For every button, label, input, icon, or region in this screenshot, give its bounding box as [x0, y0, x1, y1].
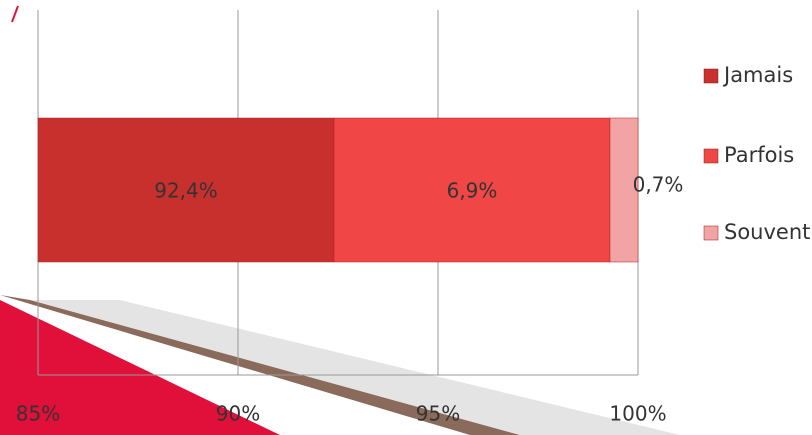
- brown-stripe: [0, 295, 520, 435]
- legend-label: Parfois: [724, 143, 794, 167]
- legend-swatch: [703, 225, 719, 241]
- legend-swatch: [703, 148, 719, 164]
- legend-swatch: [703, 68, 719, 84]
- x-tick-label: 90%: [216, 402, 260, 426]
- data-label: 92,4%: [154, 179, 218, 203]
- x-tick-label: 95%: [416, 402, 460, 426]
- bar-segment: [333, 117, 611, 263]
- bar-segment: [37, 117, 335, 263]
- red-mark: [11, 5, 19, 23]
- legend-label: Souvent: [724, 220, 810, 244]
- background-decoration: [0, 5, 680, 435]
- legend-label: Jamais: [722, 63, 793, 87]
- red-wedge: [0, 300, 280, 435]
- x-tick-label: 100%: [609, 402, 666, 426]
- data-label: 6,9%: [447, 179, 498, 203]
- plot-area: 85% 90% 95% 100% 92,4% 6,9% 0,7% Jamais Parfois S…: [16, 10, 810, 426]
- gray-stripe: [30, 300, 680, 435]
- data-label: 0,7%: [633, 173, 684, 197]
- x-tick-label: 85%: [16, 402, 60, 426]
- bar-segment: [609, 117, 639, 263]
